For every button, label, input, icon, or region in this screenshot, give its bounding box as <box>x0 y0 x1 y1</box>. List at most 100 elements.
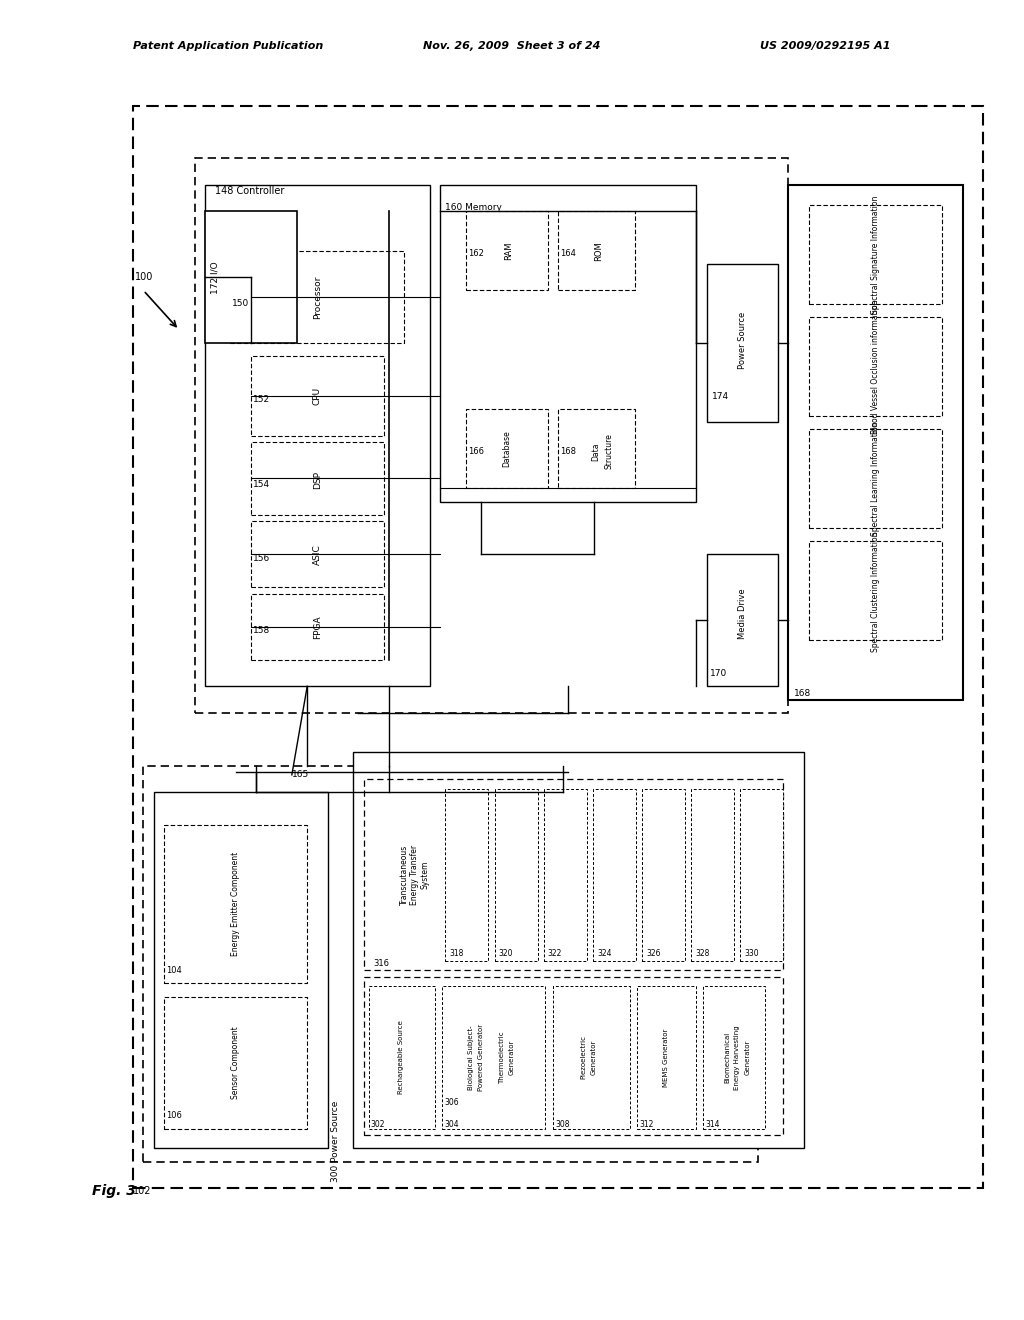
Text: Generator: Generator <box>744 1040 751 1074</box>
Text: 172 I/O: 172 I/O <box>211 261 219 293</box>
Text: 166: 166 <box>468 447 484 455</box>
Text: Database: Database <box>503 430 511 467</box>
Text: 330: 330 <box>744 949 759 957</box>
Text: Generator: Generator <box>591 1040 597 1074</box>
Text: 326: 326 <box>646 949 660 957</box>
FancyBboxPatch shape <box>154 792 328 1148</box>
Text: 314: 314 <box>706 1121 720 1129</box>
Text: 150: 150 <box>232 300 250 308</box>
FancyBboxPatch shape <box>558 409 635 488</box>
Text: 328: 328 <box>695 949 710 957</box>
FancyBboxPatch shape <box>143 766 758 1162</box>
Text: Media Drive: Media Drive <box>738 589 746 639</box>
Text: RAM: RAM <box>505 242 513 260</box>
FancyBboxPatch shape <box>133 106 983 1188</box>
FancyBboxPatch shape <box>553 986 630 1129</box>
Text: Rechargeable Source: Rechargeable Source <box>398 1020 404 1094</box>
Text: 162: 162 <box>468 249 484 257</box>
Text: 156: 156 <box>253 554 270 562</box>
FancyBboxPatch shape <box>353 752 804 1148</box>
Text: Data: Data <box>592 442 600 461</box>
FancyBboxPatch shape <box>809 317 942 416</box>
Text: 316: 316 <box>374 960 390 968</box>
Text: Nov. 26, 2009  Sheet 3 of 24: Nov. 26, 2009 Sheet 3 of 24 <box>423 41 601 51</box>
Text: 168: 168 <box>794 689 811 697</box>
Text: Piezoelectric: Piezoelectric <box>581 1035 587 1080</box>
FancyBboxPatch shape <box>205 185 430 686</box>
FancyBboxPatch shape <box>364 779 783 970</box>
Text: 300 Power Source: 300 Power Source <box>331 1101 340 1183</box>
FancyBboxPatch shape <box>251 594 384 660</box>
FancyBboxPatch shape <box>740 789 783 961</box>
Text: MEMS Generator: MEMS Generator <box>663 1028 669 1086</box>
Text: 324: 324 <box>597 949 611 957</box>
Text: 104: 104 <box>166 966 181 974</box>
Text: 160 Memory: 160 Memory <box>445 203 503 211</box>
Text: 100: 100 <box>135 272 154 282</box>
FancyBboxPatch shape <box>230 251 404 343</box>
Text: 158: 158 <box>253 627 270 635</box>
FancyBboxPatch shape <box>164 825 307 983</box>
FancyBboxPatch shape <box>788 185 963 700</box>
FancyBboxPatch shape <box>164 997 307 1129</box>
Text: 152: 152 <box>253 396 270 404</box>
Text: 148 Controller: 148 Controller <box>215 186 285 197</box>
Text: Energy Emitter Component: Energy Emitter Component <box>231 853 240 956</box>
FancyBboxPatch shape <box>251 356 384 436</box>
Text: FPGA: FPGA <box>313 615 322 639</box>
Text: DSP: DSP <box>313 471 322 490</box>
FancyBboxPatch shape <box>703 986 765 1129</box>
Text: 320: 320 <box>499 949 513 957</box>
Text: 304: 304 <box>444 1121 459 1129</box>
Text: Spectral Clustering Information: Spectral Clustering Information <box>871 531 880 652</box>
Text: 312: 312 <box>639 1121 653 1129</box>
Text: 322: 322 <box>548 949 562 957</box>
Text: Power Source: Power Source <box>738 312 746 370</box>
Text: Energy Transfer: Energy Transfer <box>411 845 419 906</box>
Text: Blood Vessel Occlusion information: Blood Vessel Occlusion information <box>871 300 880 434</box>
Text: ROM: ROM <box>595 242 603 260</box>
FancyBboxPatch shape <box>707 264 778 422</box>
Text: Transcutaneous: Transcutaneous <box>400 845 409 906</box>
FancyBboxPatch shape <box>544 789 587 961</box>
Text: Biomechanical: Biomechanical <box>724 1032 730 1082</box>
Text: 164: 164 <box>560 249 577 257</box>
FancyBboxPatch shape <box>707 554 778 686</box>
Text: 174: 174 <box>712 392 729 400</box>
Text: Energy Harvesting: Energy Harvesting <box>734 1026 740 1089</box>
Text: 165: 165 <box>292 771 309 779</box>
Text: 102: 102 <box>133 1185 152 1196</box>
FancyBboxPatch shape <box>637 986 696 1129</box>
FancyBboxPatch shape <box>445 789 488 961</box>
FancyBboxPatch shape <box>642 789 685 961</box>
Text: Thermoelectric: Thermoelectric <box>499 1031 505 1084</box>
Text: 318: 318 <box>450 949 464 957</box>
Text: Fig. 3: Fig. 3 <box>92 1184 136 1197</box>
FancyBboxPatch shape <box>495 789 538 961</box>
Text: Sensor Component: Sensor Component <box>231 1026 240 1100</box>
Text: US 2009/0292195 A1: US 2009/0292195 A1 <box>761 41 891 51</box>
Text: 170: 170 <box>710 669 727 677</box>
FancyBboxPatch shape <box>251 442 384 515</box>
FancyBboxPatch shape <box>593 789 636 961</box>
Text: Powered Generator: Powered Generator <box>478 1024 484 1090</box>
FancyBboxPatch shape <box>809 429 942 528</box>
Text: Processor: Processor <box>313 276 322 318</box>
FancyBboxPatch shape <box>809 205 942 304</box>
Text: Generator: Generator <box>509 1040 515 1074</box>
Text: 306: 306 <box>444 1098 459 1106</box>
Text: Spectral Signature Information: Spectral Signature Information <box>871 195 880 314</box>
FancyBboxPatch shape <box>369 986 435 1129</box>
FancyBboxPatch shape <box>205 211 297 343</box>
Text: System: System <box>421 861 429 890</box>
Text: 308: 308 <box>555 1121 569 1129</box>
FancyBboxPatch shape <box>442 986 545 1129</box>
Text: Structure: Structure <box>605 433 613 470</box>
Text: Spectral Learning Information: Spectral Learning Information <box>871 422 880 536</box>
Text: 106: 106 <box>166 1111 182 1119</box>
FancyBboxPatch shape <box>558 211 635 290</box>
FancyBboxPatch shape <box>466 409 548 488</box>
Text: CPU: CPU <box>313 387 322 405</box>
Text: 168: 168 <box>560 447 577 455</box>
FancyBboxPatch shape <box>364 977 783 1135</box>
